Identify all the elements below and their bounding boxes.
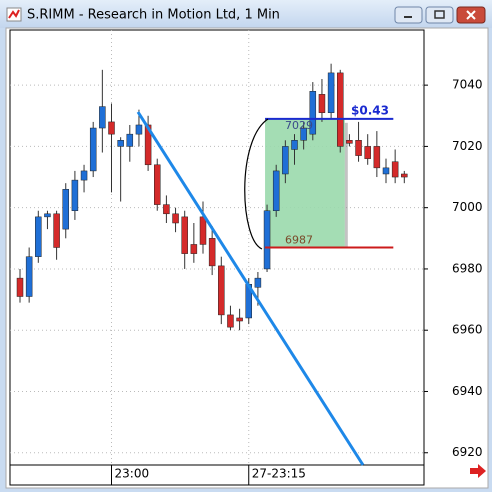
candle-body: [364, 146, 371, 159]
window-title: S.RIMM - Research in Motion Ltd, 1 Min: [27, 8, 280, 23]
candle-body: [254, 277, 262, 288]
candle-body: [218, 265, 225, 316]
candle-body: [53, 213, 60, 248]
x-tick-label: 27-23:15: [252, 467, 306, 481]
candle-body: [291, 140, 298, 150]
candle-body: [80, 170, 88, 181]
zone-shadow: [344, 122, 348, 248]
close-glyph: [466, 10, 476, 20]
candle-body: [181, 216, 188, 254]
candle-body: [126, 133, 134, 147]
candle-body: [346, 140, 353, 144]
candle-body: [236, 317, 243, 322]
candle-body: [337, 72, 344, 147]
candle-body: [117, 140, 124, 147]
zone-bottom-label: 6987: [285, 234, 313, 247]
candle-body: [144, 124, 152, 166]
y-tick-label: 6920: [452, 445, 483, 459]
y-tick-label: 6940: [452, 384, 483, 398]
y-tick-label: 6960: [452, 323, 483, 337]
candle-body: [282, 146, 289, 175]
y-tick-label: 7040: [452, 78, 483, 92]
trend-line: [136, 111, 365, 466]
candle-body: [25, 256, 33, 297]
candle-body: [327, 72, 335, 113]
candle-body: [163, 204, 170, 215]
y-tick-label: 7000: [452, 200, 483, 214]
ellipse-annotation: [244, 118, 269, 250]
x-tick-label: 23:00: [115, 467, 150, 481]
candle-body: [272, 170, 280, 211]
candle-body: [89, 127, 97, 172]
candle-body: [263, 210, 271, 270]
candle-body: [135, 124, 143, 135]
candle-body: [44, 213, 51, 218]
candle-body: [208, 238, 216, 267]
candle-body: [355, 140, 362, 156]
candle-body: [227, 314, 234, 328]
candle-body: [99, 106, 106, 129]
candle-body: [172, 213, 179, 224]
candle-body: [71, 179, 79, 211]
candle-body: [199, 216, 207, 245]
time-axis: [9, 464, 425, 486]
candle-body: [373, 146, 381, 169]
gain-label: $0.43: [351, 103, 389, 117]
candle-body: [391, 161, 399, 178]
candle-body: [300, 127, 307, 141]
y-tick-label: 6980: [452, 261, 483, 275]
candle-body: [35, 216, 42, 257]
minimize-button[interactable]: [394, 6, 423, 24]
candle-body: [16, 277, 24, 297]
candle-body: [190, 244, 198, 254]
candle-body: [318, 94, 326, 113]
app-icon-glyph: [8, 9, 20, 19]
candle-body: [108, 121, 115, 135]
chart: 6920 6940 6960 6980 7000 7020 7040 23:00 27-23:1…: [10, 30, 483, 485]
y-tick-label: 7020: [452, 139, 483, 153]
zone-top-label: 7029: [285, 119, 313, 132]
candle-body: [62, 189, 69, 230]
candle-body: [309, 91, 317, 135]
maximize-button[interactable]: [425, 6, 454, 24]
candle-body: [401, 173, 408, 178]
candle-body: [154, 164, 161, 205]
maximize-glyph: [434, 10, 445, 19]
scroll-arrow[interactable]: [470, 464, 486, 478]
candle-body: [382, 167, 390, 175]
